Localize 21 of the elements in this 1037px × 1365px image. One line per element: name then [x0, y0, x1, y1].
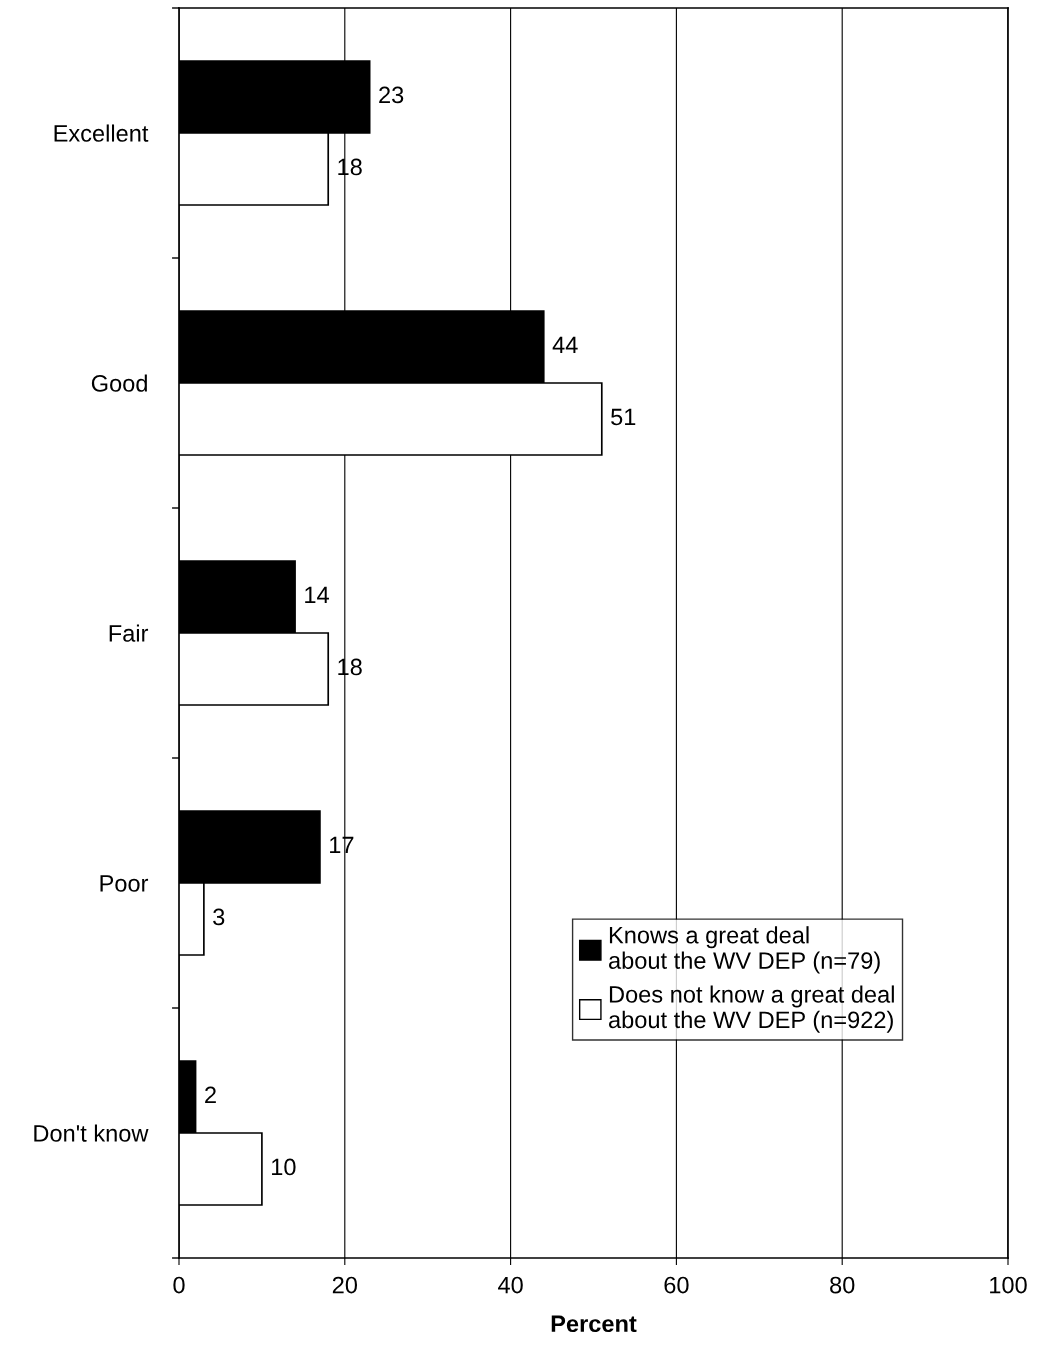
data-label: 2 [205, 1086, 216, 1104]
y-tick-label: Excellent [54, 124, 149, 142]
data-label: 14 [305, 586, 329, 604]
legend-label: Does not know a great deal about the WV DEP (n=922) [609, 985, 894, 1033]
y-tick-label: Don't know [34, 1124, 149, 1142]
x-tick-label: 0 [173, 1276, 185, 1294]
x-axis-title: Percent [551, 1315, 637, 1333]
y-tick-label: Fair [109, 624, 149, 642]
data-label: 51 [611, 408, 636, 426]
data-label: 3 [213, 908, 225, 926]
data-label: 44 [552, 336, 578, 354]
x-tick-label: 60 [664, 1276, 689, 1294]
x-tick-label: 80 [830, 1276, 855, 1294]
legend-label: Knows a great deal about the WV DEP (n=79) [609, 926, 880, 974]
x-tick-label: 40 [498, 1276, 523, 1294]
y-tick-label: Good [91, 374, 147, 392]
x-tick-label: 20 [332, 1276, 358, 1294]
data-label: 23 [379, 86, 404, 104]
data-label: 10 [272, 1158, 296, 1176]
y-tick-label: Poor [100, 875, 149, 892]
x-tick-label: 100 [990, 1276, 1027, 1294]
